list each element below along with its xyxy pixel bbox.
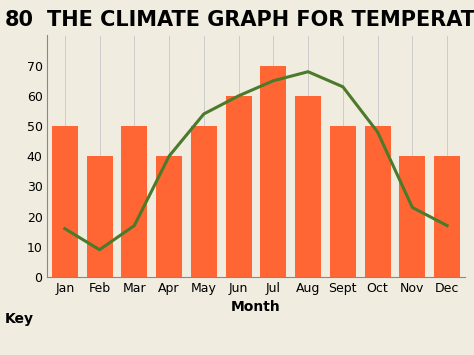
Bar — [121, 126, 147, 277]
Bar — [399, 156, 426, 277]
Bar — [156, 156, 182, 277]
Text: THE CLIMATE GRAPH FOR TEMPERATE RAINFOREST: THE CLIMATE GRAPH FOR TEMPERATE RAINFORE… — [47, 10, 474, 30]
Bar — [260, 66, 286, 277]
Text: 80: 80 — [5, 10, 34, 30]
Bar — [52, 126, 78, 277]
Bar — [86, 156, 112, 277]
Bar — [365, 126, 391, 277]
Bar — [330, 126, 356, 277]
Bar — [434, 156, 460, 277]
Bar — [226, 96, 252, 277]
Bar — [191, 126, 217, 277]
Bar — [295, 96, 321, 277]
X-axis label: Month: Month — [231, 300, 281, 314]
Text: Key: Key — [5, 312, 34, 327]
